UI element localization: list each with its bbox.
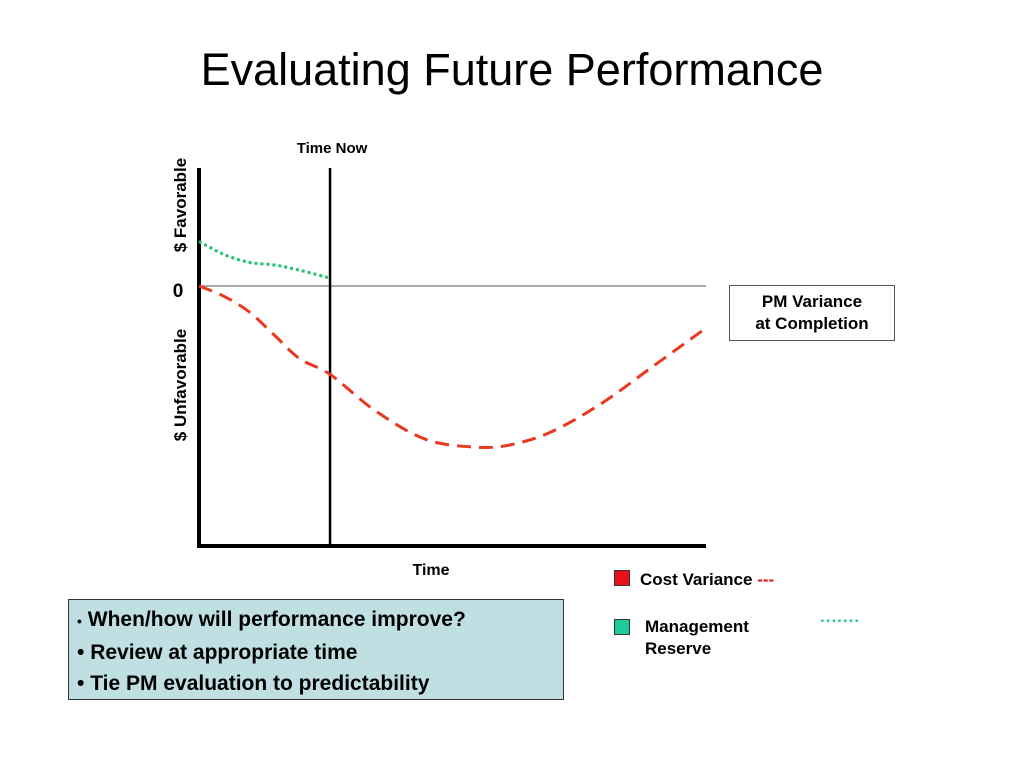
legend-cost-variance-label: Cost Variance (640, 570, 753, 589)
series-line-management-reserve (198, 240, 331, 280)
x-axis-label: Time (412, 562, 449, 579)
legend-swatch-cost-variance (614, 570, 630, 586)
annotation-line-2: at Completion (755, 314, 869, 333)
series-layer (198, 240, 704, 450)
bullet-text: Tie PM evaluation to predictability (90, 672, 430, 695)
bullet-box: • When/how will performance improve? • R… (68, 599, 564, 700)
pm-variance-annotation: PM Variance at Completion (729, 285, 895, 341)
bullet-glyph: • (77, 613, 82, 629)
legend-swatch-management-reserve (614, 619, 630, 635)
y-label-favorable: $ Favorable (171, 158, 190, 253)
bullet-glyph: • (77, 672, 85, 695)
series-line-cost-variance (198, 284, 704, 450)
bullet-item: • Review at appropriate time (77, 637, 555, 668)
bullet-text: When/how will performance improve? (87, 608, 466, 631)
bullet-text: Review at appropriate time (90, 641, 358, 664)
legend-management-reserve-label-1: Management (645, 617, 749, 636)
legend-cost-variance-line: --- (757, 570, 775, 589)
y-label-unfavorable: $ Unfavorable (171, 329, 190, 441)
legend-management-reserve: Management Reserve (645, 616, 749, 660)
zero-label: 0 (173, 281, 184, 302)
bullet-item: • When/how will performance improve? (77, 604, 555, 637)
slide-title: Evaluating Future Performance (200, 44, 824, 95)
legend-cost-variance: Cost Variance --- (640, 569, 774, 591)
annotation-line-1: PM Variance (761, 292, 863, 311)
time-now-label: Time Now (297, 140, 368, 157)
bullet-item: • Tie PM evaluation to predictability (77, 668, 555, 699)
legend-management-reserve-line: ....... (820, 607, 861, 626)
bullet-glyph: • (77, 641, 85, 664)
legend-management-reserve-label-2: Reserve (645, 639, 712, 658)
